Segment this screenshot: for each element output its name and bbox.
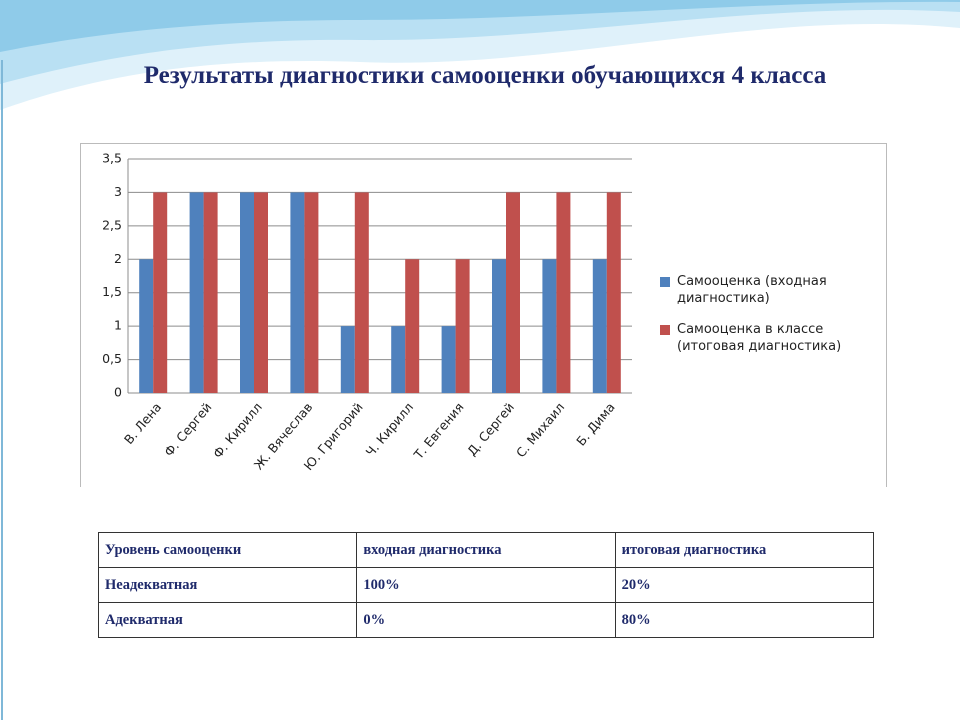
bar [153, 192, 168, 393]
bar [354, 192, 369, 393]
wave [0, 0, 960, 52]
table-cell: 100% [356, 567, 616, 603]
table-cell: Уровень самооценки [97, 532, 358, 568]
legend-item: Самооценка в классе (итоговая диагностик… [660, 321, 875, 355]
bar [203, 192, 218, 393]
bar [556, 192, 571, 393]
y-tick-label: 3 [114, 184, 122, 199]
x-tick-label: Ф. Кирилл [210, 400, 265, 462]
legend-swatch [660, 277, 670, 287]
legend-label: Самооценка в классе (итоговая диагностик… [677, 322, 842, 354]
bar [606, 192, 621, 393]
bar [455, 259, 470, 393]
x-tick-label: Б. Дима [573, 400, 618, 449]
table-cell: 80% [614, 602, 875, 638]
y-tick-label: 0,5 [102, 351, 122, 366]
bar [492, 259, 506, 393]
bar [304, 192, 319, 393]
bar [506, 192, 520, 393]
table-cell: входная диагностика [356, 532, 616, 568]
y-tick-label: 0 [114, 385, 122, 400]
x-tick-label: Т. Евгения [410, 400, 466, 463]
table-cell: 0% [356, 602, 616, 638]
legend-swatch [660, 325, 670, 335]
legend-label: Самооценка (входная диагностика) [677, 274, 827, 306]
table-row: Адекватная 0% 80% [97, 602, 875, 638]
x-tick-label: Ч. Кирилл [363, 400, 417, 460]
y-tick-label: 3,5 [102, 151, 122, 166]
x-tick-label: В. Лена [121, 400, 164, 448]
table-cell: 20% [614, 567, 875, 603]
table-cell: Неадекватная [97, 567, 358, 603]
bar [391, 326, 406, 393]
y-tick-label: 1,5 [102, 284, 122, 299]
bar [189, 192, 204, 393]
y-tick-label: 2,5 [102, 217, 122, 232]
y-tick-label: 2 [114, 251, 122, 266]
bar [254, 192, 268, 393]
bar [290, 192, 305, 393]
chart-frame [80, 143, 887, 487]
table-cell: Адекватная [97, 602, 358, 638]
bar [340, 326, 355, 393]
x-tick-label: Ф. Сергей [161, 400, 215, 460]
bar [542, 259, 557, 393]
bar [405, 259, 420, 393]
legend-item: Самооценка (входная диагностика) [660, 273, 875, 307]
x-tick-label: С. Михаил [513, 400, 567, 461]
table: Уровень самооценки входная диагностика ито… [97, 532, 875, 638]
x-tick-label: Д. Сергей [464, 400, 517, 459]
bar [139, 259, 154, 393]
table-row: Уровень самооценки входная диагностика ито… [97, 532, 875, 568]
bar [441, 326, 456, 393]
bar [240, 192, 254, 393]
table-row: Неадекватная 100% 20% [97, 567, 875, 603]
y-tick-label: 1 [114, 318, 122, 333]
bar [592, 259, 607, 393]
table-cell: итоговая диагностика [614, 532, 875, 568]
slide-title: Результаты диагностики самооценки обучаю… [143, 62, 827, 89]
